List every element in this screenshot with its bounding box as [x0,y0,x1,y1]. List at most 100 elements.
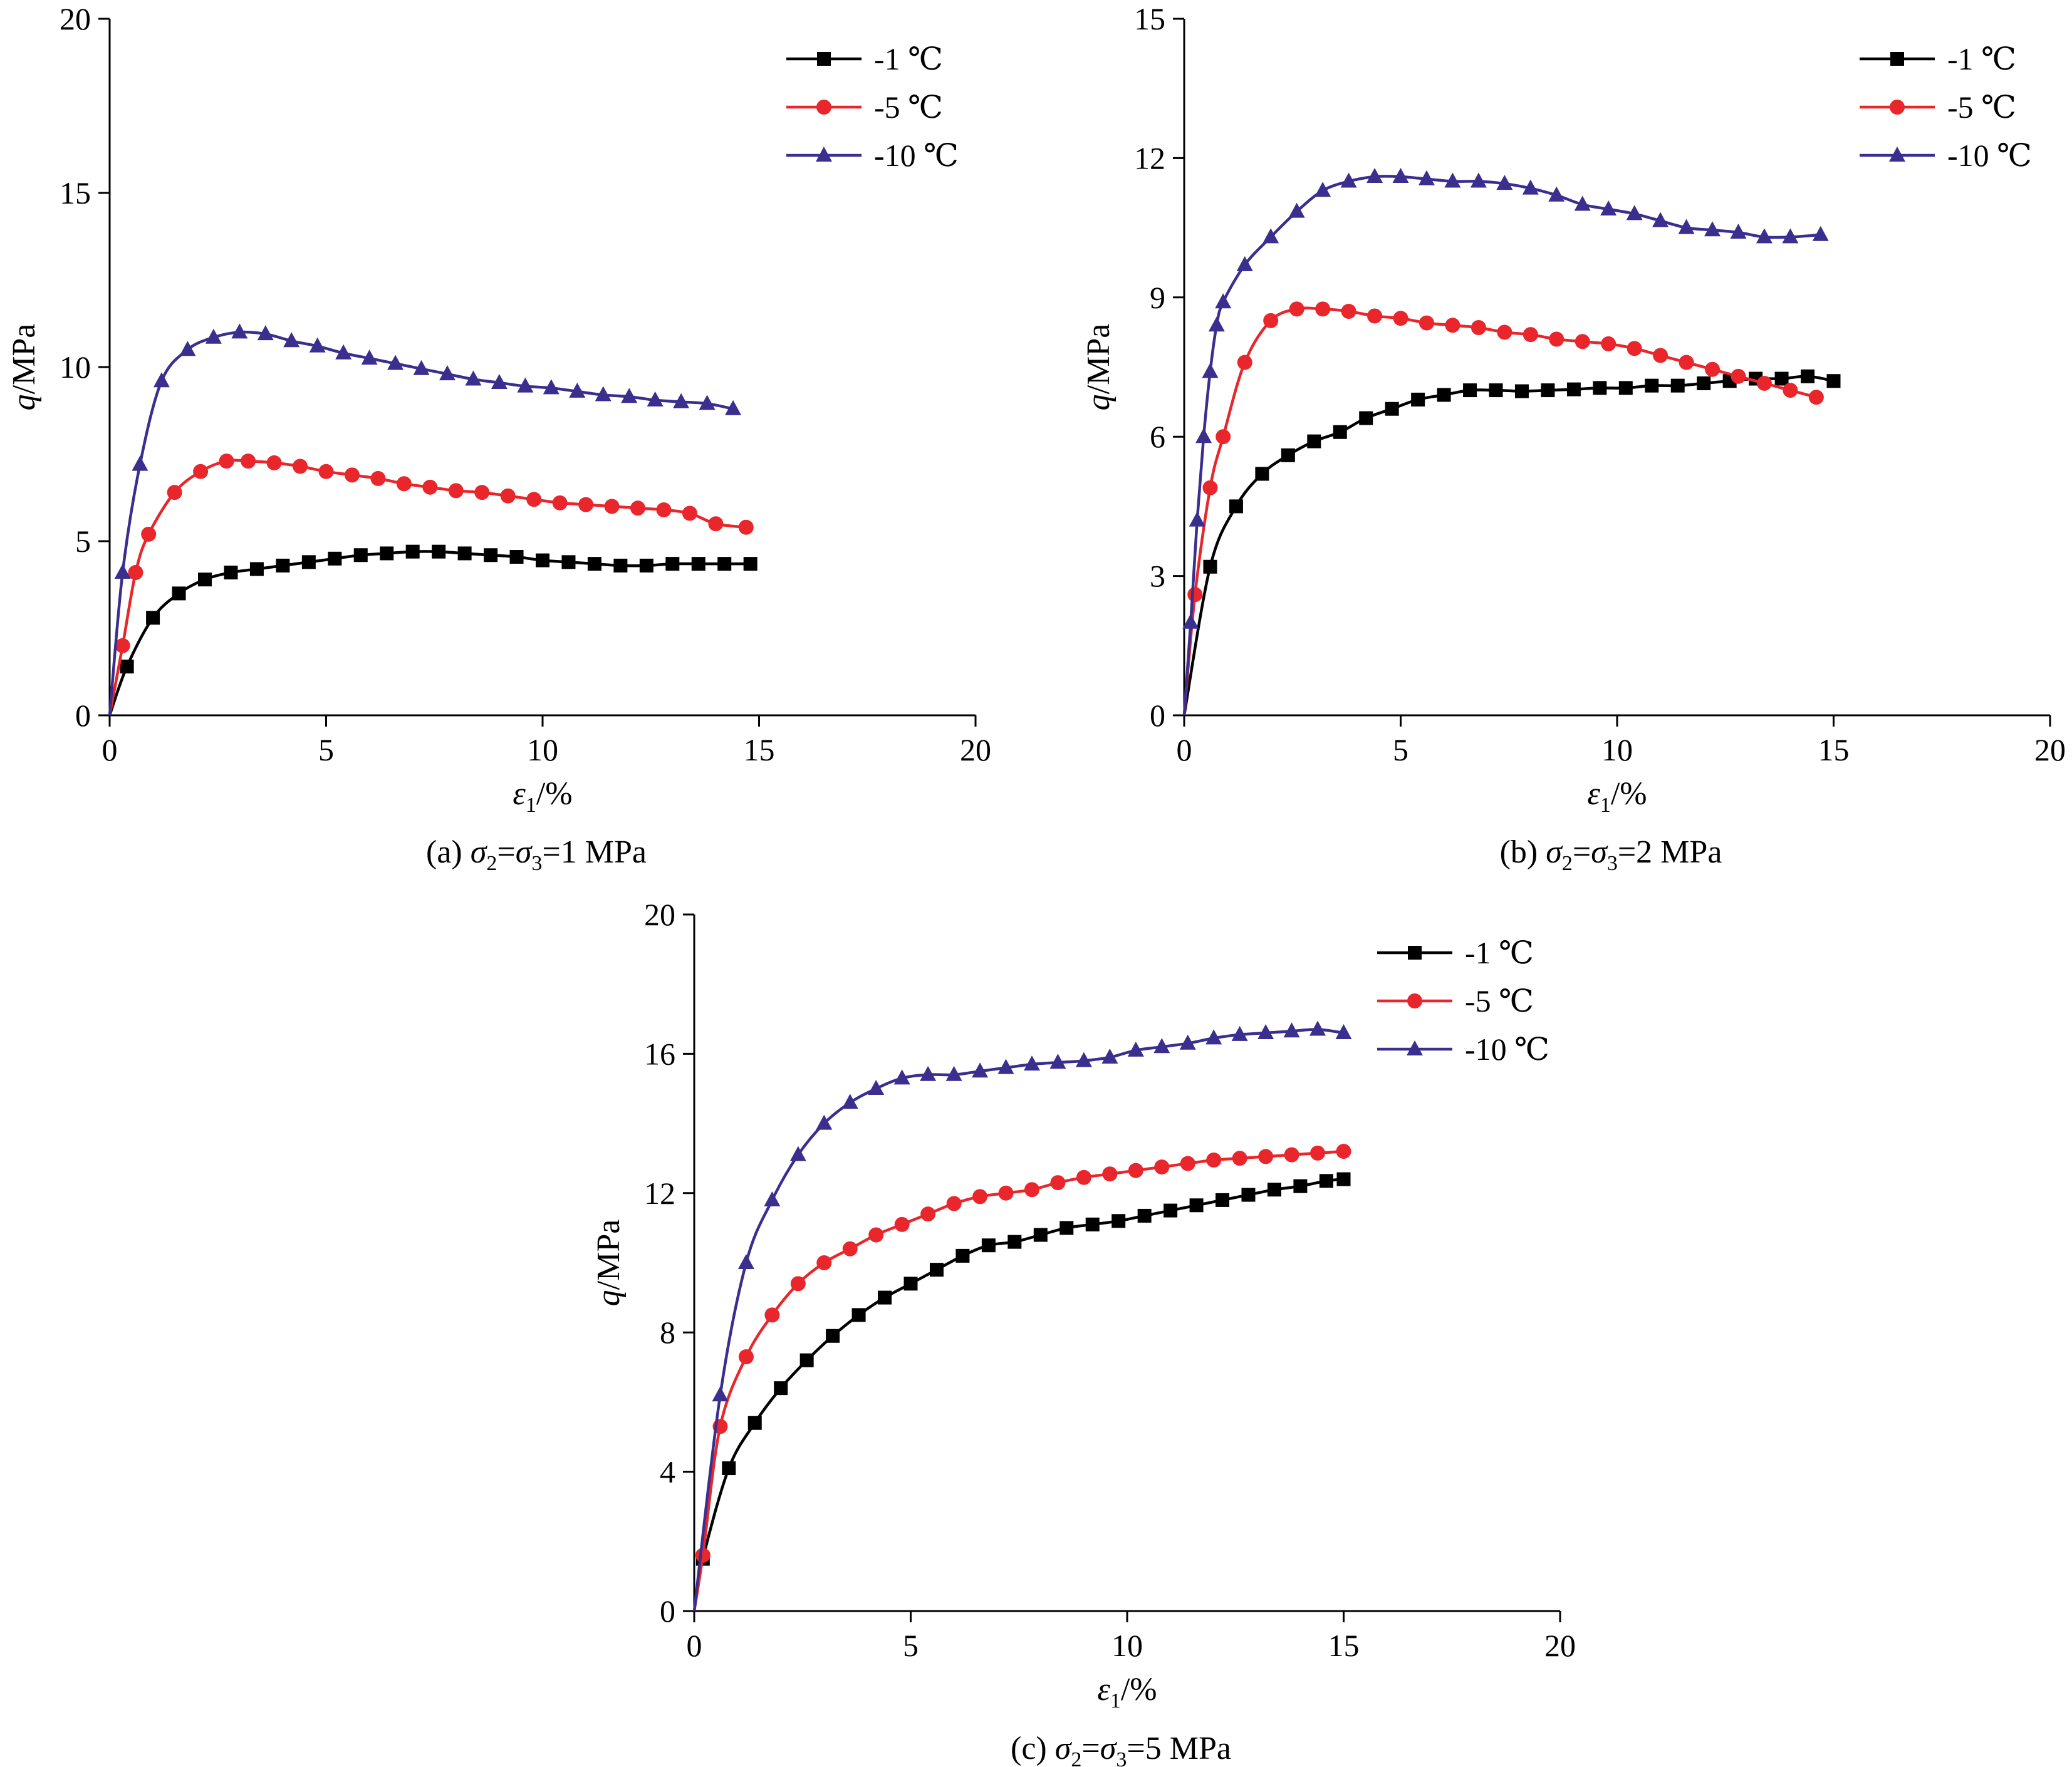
data-point [1216,1193,1230,1207]
data-point [1359,411,1373,425]
data-point [1437,388,1451,402]
data-point [1679,355,1694,370]
data-point [816,1114,833,1130]
data-point [370,470,386,486]
legend-label: -10 ℃ [874,138,959,173]
data-point [903,1277,918,1291]
data-point [972,1062,989,1078]
data-point [153,372,170,388]
data-point [587,557,601,571]
data-point [361,350,378,365]
data-point [1808,390,1824,405]
data-point [1418,170,1435,185]
data-point [283,332,300,348]
data-point [738,1349,754,1365]
legend-marker [817,52,831,66]
data-point [1182,613,1199,629]
data-point [1216,429,1231,445]
data-point [1514,384,1529,398]
data-point [743,557,757,571]
data-point [1203,559,1217,574]
data-point [1549,331,1564,347]
data-point [120,660,134,674]
data-point [1496,175,1513,190]
y-axis-symbol: q [591,1290,627,1306]
data-point [764,1307,780,1323]
legend-marker [1890,100,1905,115]
legend: -1 ℃ -5 ℃ -10 ℃ [1377,935,1549,1067]
data-point [1756,228,1773,244]
y-tick-label: 12 [644,1176,675,1211]
data-point [1774,371,1789,386]
x-tick-label: 5 [318,732,334,767]
x-tick-label: 15 [744,732,775,767]
data-point [380,546,394,561]
legend-marker [1407,1040,1423,1055]
data-point [167,485,182,500]
data-point [1241,1188,1256,1202]
data-point [413,360,430,375]
data-point [1392,168,1409,184]
data-point [114,564,131,579]
x-tick-label: 15 [1328,1628,1360,1663]
data-point [344,467,360,483]
data-point [1470,172,1487,188]
data-point [842,1241,858,1257]
data-point [691,557,705,571]
x-axis-symbol: ε [1587,776,1600,812]
y-tick-label: 5 [75,524,91,559]
data-point [193,464,209,479]
data-point [517,377,534,393]
data-point [1075,1052,1092,1067]
x-axis-subscript: 1 [1110,1689,1121,1713]
data-point [1195,428,1212,443]
legend-label: -10 ℃ [1947,138,2032,173]
data-point [457,546,472,561]
series-1 [1182,369,1841,716]
x-tick-label: 15 [1818,732,1850,767]
data-point [945,1065,962,1081]
caption-eq1: = [1573,834,1591,870]
series-line [1182,306,1817,716]
data-point [595,386,612,402]
data-point [647,391,664,407]
data-point [405,544,420,559]
series-1 [108,544,757,716]
data-point [474,485,490,500]
data-point [738,519,754,535]
data-point [1341,304,1356,319]
data-point [1293,1179,1308,1193]
data-point [639,558,653,573]
legend-marker [816,100,831,115]
y-tick-label: 9 [1150,280,1165,315]
data-point [722,1461,736,1476]
data-point [543,379,560,395]
caption-s3sub: 3 [531,852,542,875]
data-point [1289,301,1304,317]
x-tick-label: 10 [1111,1628,1143,1663]
data-point [1024,1182,1039,1198]
data-point [396,476,412,492]
series-2 [1182,301,1824,716]
data-point [141,526,157,542]
data-point [1263,313,1279,328]
x-tick-label: 10 [527,732,558,767]
x-axis-symbol: ε [513,776,526,812]
data-point [1231,1025,1248,1041]
data-point [1548,186,1565,202]
y-tick-label: 15 [60,175,91,210]
x-tick-label: 5 [1393,732,1408,767]
data-point [946,1196,962,1211]
caption-s2sub: 2 [1071,1748,1081,1767]
data-point [1523,327,1538,343]
legend-marker [1407,993,1422,1008]
series-line [1182,175,1821,716]
data-point [1393,311,1408,326]
panel-caption: (b) σ2=σ3=2 MPa [1500,834,1722,875]
data-point [1085,1217,1100,1231]
data-point [552,495,568,510]
caption-prefix: (c) [1011,1731,1055,1766]
legend-label: -5 ℃ [874,90,943,125]
legend-label: -10 ℃ [1465,1032,1549,1067]
